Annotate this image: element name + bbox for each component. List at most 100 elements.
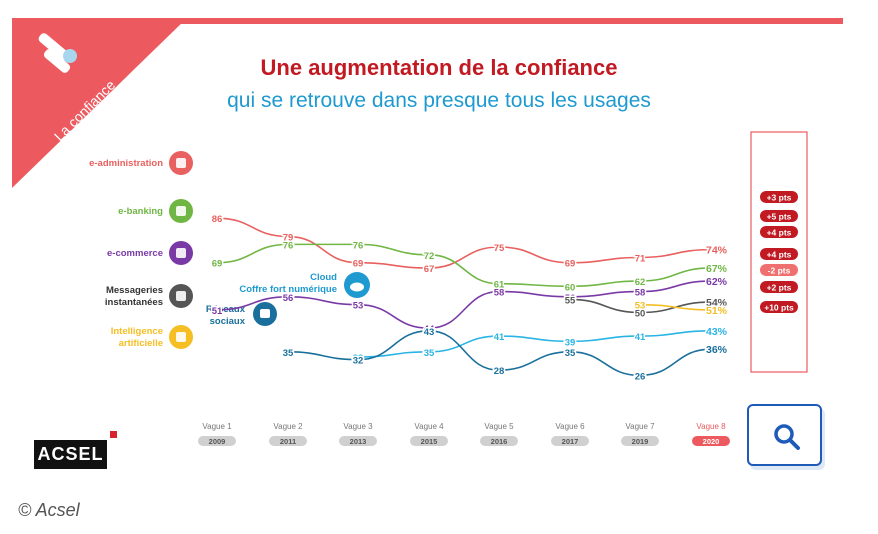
data-label: 60 bbox=[565, 282, 576, 293]
data-label: 43 bbox=[424, 327, 435, 338]
change-box bbox=[750, 131, 808, 373]
acsel-logo: ACSEL bbox=[34, 440, 107, 469]
data-label: 58 bbox=[635, 288, 646, 299]
data-label: 35 bbox=[283, 348, 294, 359]
x-tick-label: Vague 7 bbox=[625, 422, 655, 431]
x-tick-label: Vague 3 bbox=[343, 422, 373, 431]
data-label: 69 bbox=[212, 259, 223, 270]
data-label: 51 bbox=[212, 306, 223, 317]
data-label: 54% bbox=[706, 297, 728, 309]
change-badge bbox=[760, 264, 798, 276]
x-year-label: 2011 bbox=[280, 437, 296, 446]
cart-icon-glyph bbox=[176, 248, 186, 258]
zoom-button[interactable] bbox=[747, 404, 822, 466]
corner-ribbon: La confiance bbox=[12, 18, 187, 188]
legend-label: e-banking bbox=[118, 206, 163, 217]
legend-label: e-administration bbox=[89, 158, 163, 169]
x-axis: Vague 1 2009 Vague 2 2011 Vague 3 2013 Vague 4… bbox=[198, 422, 730, 446]
change-badge-label: +4 pts bbox=[767, 228, 792, 238]
chart-title: Une augmentation de la confiance bbox=[260, 55, 618, 80]
cloud-glyph bbox=[350, 282, 364, 292]
data-label: 58 bbox=[494, 288, 505, 299]
robot-icon-glyph bbox=[176, 332, 186, 342]
x-year-pill bbox=[692, 436, 730, 446]
x-year-pill bbox=[198, 436, 236, 446]
legend-icons: e-administration e-banking e-commerce Messa… bbox=[89, 151, 370, 349]
legend-label: Intelligence bbox=[111, 326, 163, 337]
series-line-6 bbox=[287, 330, 712, 377]
x-tick-label: Vague 8 bbox=[696, 422, 726, 431]
data-labels: 86 79 69 67 75 69 71 74% 69 76 76 72 61 60 62 67% 51 56 53… bbox=[210, 213, 729, 384]
data-label: 53 bbox=[635, 301, 646, 312]
x-year-label: 2009 bbox=[209, 437, 226, 446]
image-caption: © Acsel bbox=[18, 500, 80, 520]
handshake-icon bbox=[38, 33, 77, 73]
data-label: 67 bbox=[424, 264, 435, 275]
acsel-logo-mark bbox=[110, 431, 117, 438]
x-year-label: 2016 bbox=[491, 437, 508, 446]
data-label: 72 bbox=[424, 251, 435, 262]
data-label: 76 bbox=[283, 240, 294, 251]
data-label: 36% bbox=[706, 344, 728, 356]
legend-label: Cloud bbox=[310, 272, 337, 283]
x-year-pill bbox=[339, 436, 377, 446]
data-label: 35 bbox=[424, 348, 435, 359]
document-icon-glyph bbox=[176, 158, 186, 168]
change-badge-label: +2 pts bbox=[767, 283, 792, 293]
data-label: 55 bbox=[565, 295, 576, 306]
data-label: 62% bbox=[706, 276, 728, 288]
data-label: 50 bbox=[635, 309, 646, 320]
data-label: 76 bbox=[353, 240, 364, 251]
data-label: 32 bbox=[353, 356, 364, 367]
x-year-pill bbox=[410, 436, 448, 446]
change-badge-label: +10 pts bbox=[764, 303, 794, 313]
data-label: 41 bbox=[635, 332, 646, 343]
change-badge-label: +5 pts bbox=[767, 212, 792, 222]
change-badge bbox=[760, 248, 798, 260]
change-badge bbox=[760, 191, 798, 203]
x-tick-label: Vague 2 bbox=[273, 422, 303, 431]
data-label: 44 bbox=[424, 324, 435, 335]
x-year-pill bbox=[480, 436, 518, 446]
series-line-3 bbox=[569, 298, 712, 314]
ribbon-svg: La confiance bbox=[12, 18, 187, 188]
data-label: 35 bbox=[565, 348, 576, 359]
euro-icon-glyph bbox=[176, 206, 186, 216]
data-label: 56 bbox=[283, 293, 294, 304]
data-label: 26 bbox=[635, 371, 646, 382]
x-tick-label: Vague 6 bbox=[555, 422, 585, 431]
chart-card bbox=[12, 18, 843, 478]
series-line-2 bbox=[216, 280, 712, 330]
change-badge-label: +3 pts bbox=[767, 193, 792, 203]
change-badge bbox=[760, 281, 798, 293]
legend-label: e-commerce bbox=[107, 248, 163, 259]
legend-label: Coffre fort numérique bbox=[239, 284, 337, 295]
people-glyph bbox=[260, 309, 270, 318]
data-label: 67% bbox=[706, 263, 728, 275]
x-year-label: 2015 bbox=[421, 437, 438, 446]
series-line-4 bbox=[639, 303, 712, 311]
data-label: 39 bbox=[565, 337, 576, 348]
x-year-label: 2020 bbox=[703, 437, 720, 446]
change-badge-label: +4 pts bbox=[767, 250, 792, 260]
chart-subtitle: qui se retrouve dans presque tous les us… bbox=[227, 89, 651, 112]
change-badges: +3 pts +5 pts +4 pts +4 pts -2 pts +2 pts +10 … bbox=[760, 191, 798, 313]
change-badge-label: -2 pts bbox=[768, 266, 791, 276]
data-label: 75 bbox=[494, 243, 505, 254]
data-label: 33 bbox=[353, 353, 364, 364]
data-label: 69 bbox=[353, 259, 364, 270]
data-label: 43% bbox=[706, 326, 728, 338]
legend-label: Messageries bbox=[106, 285, 163, 296]
data-label: 62 bbox=[635, 277, 646, 288]
data-label: 71 bbox=[635, 253, 646, 264]
legend-label: artificielle bbox=[119, 338, 163, 349]
data-label: 56 bbox=[565, 293, 576, 304]
x-tick-label: Vague 4 bbox=[414, 422, 444, 431]
x-tick-label: Vague 5 bbox=[484, 422, 514, 431]
series-lines bbox=[216, 217, 712, 377]
data-label: 51% bbox=[706, 305, 728, 317]
legend-label: instantanées bbox=[105, 297, 163, 308]
change-badge bbox=[760, 210, 798, 222]
chat-icon-glyph bbox=[176, 291, 186, 301]
